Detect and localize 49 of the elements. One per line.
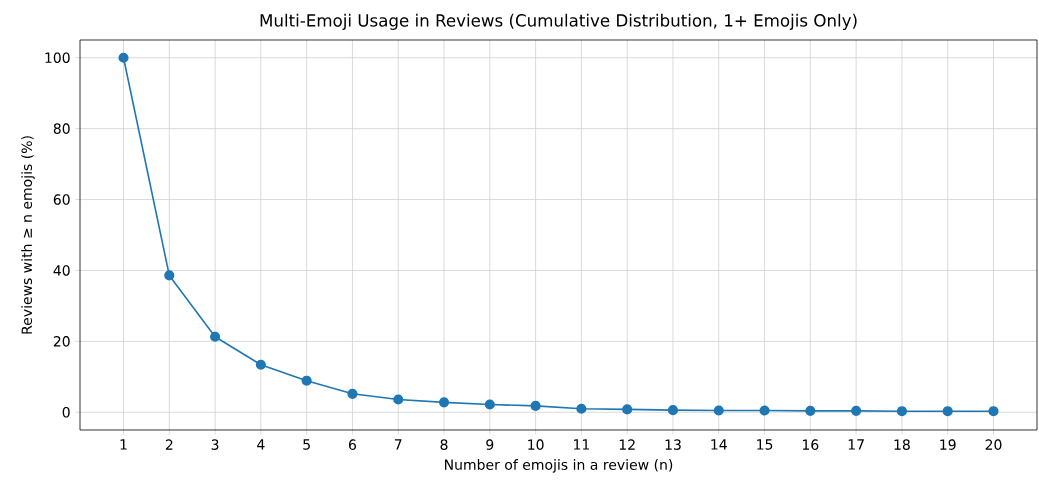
- y-tick-label: 0: [62, 406, 70, 418]
- x-tick-label: 18: [894, 439, 910, 450]
- x-tick-label: 11: [574, 439, 590, 450]
- point: [667, 405, 679, 416]
- point: [759, 405, 770, 416]
- point: [393, 394, 404, 405]
- point: [255, 359, 266, 370]
- y-axis-title: Reviews with ≥ n emojis (%): [21, 136, 35, 334]
- x-tick-label: 5: [303, 439, 310, 450]
- x-tick-label: 2: [165, 439, 173, 450]
- point: [988, 406, 999, 417]
- x-tick-label: 15: [757, 439, 773, 450]
- point: [301, 375, 312, 386]
- x-tick-label: 4: [257, 439, 265, 450]
- point: [805, 405, 816, 416]
- x-tick-label: 7: [394, 439, 402, 450]
- x-tick-label: 13: [665, 439, 681, 450]
- x-tick-label: 1: [120, 439, 127, 450]
- x-tick-label: 3: [211, 439, 219, 450]
- point: [622, 404, 633, 415]
- point: [576, 403, 587, 414]
- point: [164, 270, 175, 281]
- y-tick-label: 100: [45, 52, 70, 63]
- y-tick-label: 60: [53, 194, 70, 205]
- point: [942, 406, 953, 417]
- point: [896, 406, 907, 417]
- x-tick-label: 8: [440, 439, 448, 450]
- x-axis-title: Number of emojis in a review (n): [445, 459, 673, 473]
- x-tick-label: 17: [848, 439, 864, 450]
- y-tick-label: 80: [53, 123, 70, 134]
- point: [530, 400, 541, 411]
- y-tick-label: 20: [53, 336, 70, 347]
- point: [210, 331, 221, 342]
- point: [438, 397, 450, 408]
- x-tick-label: 20: [985, 439, 1002, 450]
- x-tick-label: 12: [619, 439, 635, 450]
- x-tick-label: 9: [486, 439, 494, 450]
- x-tick-label: 6: [348, 439, 357, 450]
- x-tick-label: 16: [802, 439, 819, 450]
- x-tick-label: 10: [528, 439, 544, 450]
- point: [347, 388, 358, 399]
- chart-title: Multi-Emoji Usage in Reviews (Cumulative Distribution, 1+ Emojis Only): [260, 13, 857, 30]
- point: [484, 399, 495, 410]
- x-tick-label: 19: [940, 439, 956, 450]
- point: [118, 52, 129, 63]
- y-tick-label: 40: [53, 265, 70, 276]
- x-tick-label: 14: [711, 439, 727, 450]
- point: [713, 405, 724, 416]
- point: [851, 405, 862, 416]
